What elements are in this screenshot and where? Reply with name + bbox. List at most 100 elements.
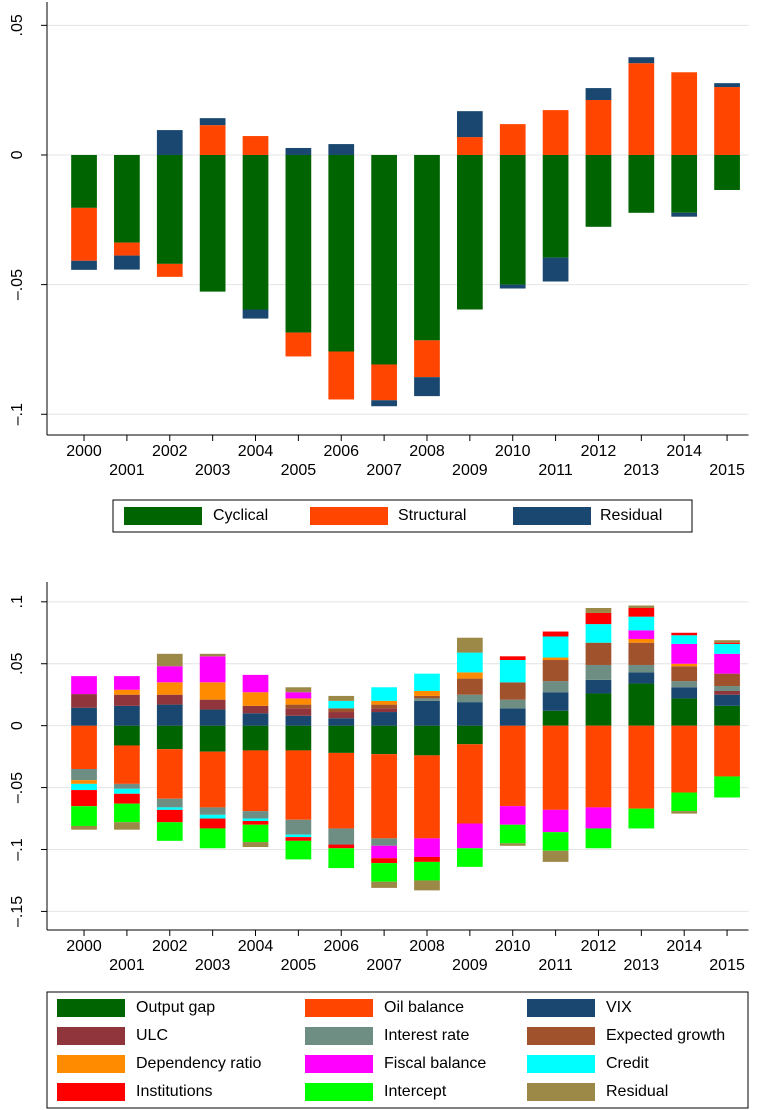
legend-label: Interest rate: [384, 1027, 469, 1044]
bar-segment: [199, 751, 226, 808]
bar-segment: [156, 694, 183, 705]
bar-segment: [542, 725, 569, 810]
legend-swatch: [124, 507, 202, 525]
x-tick-label: 2012: [581, 938, 617, 955]
bar-segment: [714, 154, 740, 190]
bar-segment: [456, 744, 483, 824]
legend-swatch: [305, 1083, 373, 1101]
bar-segment: [585, 828, 612, 849]
bar-segment: [371, 845, 397, 859]
bar-segment: [499, 843, 526, 846]
bar-segment: [414, 700, 440, 726]
bar-segment: [71, 769, 97, 781]
bar-segment: [285, 819, 312, 835]
legend-swatch: [305, 999, 373, 1017]
bar-segment: [242, 713, 269, 726]
bar-segment: [456, 672, 483, 679]
bar-segment: [114, 788, 140, 794]
bar-segment: [371, 881, 397, 888]
bar-segment: [114, 793, 140, 804]
x-tick-label: 2010: [495, 443, 531, 460]
bar-segment: [328, 351, 355, 400]
bar-segment: [328, 695, 355, 701]
bar-segment: [414, 698, 440, 701]
bar-segment: [371, 712, 397, 726]
x-tick-label: 2001: [109, 462, 145, 479]
bar-segment: [285, 147, 312, 155]
bar-segment: [456, 702, 483, 726]
bar-segment: [585, 679, 612, 694]
bar-segment: [414, 755, 440, 839]
x-tick-label: 2001: [109, 957, 145, 974]
bar-segment: [156, 725, 183, 750]
legend-swatch: [310, 507, 388, 525]
bar-segment: [199, 125, 226, 155]
y-tick-label: .05: [9, 653, 26, 675]
bar-segment: [542, 657, 569, 661]
x-tick-label: 2002: [152, 443, 188, 460]
bar-segment: [242, 824, 269, 843]
bar-segment: [714, 643, 740, 654]
bar-segment: [156, 798, 183, 808]
legend-swatch: [305, 1055, 373, 1073]
bar-segment: [114, 745, 140, 784]
bar-segment: [71, 790, 97, 807]
bar-segment: [542, 660, 569, 682]
bar-segment: [414, 880, 440, 891]
x-tick-label: 2003: [195, 957, 231, 974]
bar-segment: [456, 848, 483, 867]
bar-segment: [671, 666, 698, 682]
bar-segment: [542, 809, 569, 833]
bar-segment: [714, 640, 740, 643]
legend-swatch: [305, 1027, 373, 1045]
legend-label: Structural: [398, 507, 466, 524]
bar-segment: [371, 364, 397, 401]
bar-segment: [628, 725, 655, 809]
bar-segment: [328, 725, 355, 753]
bar-segment: [671, 72, 698, 155]
x-tick-label: 2007: [366, 957, 402, 974]
bar-segment: [628, 683, 655, 726]
bar-segment: [414, 690, 440, 696]
bar-segment: [285, 750, 312, 820]
bar-segment: [542, 110, 569, 155]
bar-segment: [499, 725, 526, 807]
bar-segment: [199, 154, 226, 292]
x-tick-label: 2008: [409, 443, 445, 460]
legend-label: Intercept: [384, 1083, 447, 1100]
bar-segment: [114, 725, 140, 746]
bar-segment: [585, 608, 612, 613]
bar-segment: [456, 678, 483, 695]
bar-segment: [628, 605, 655, 609]
bar-segment: [671, 212, 698, 217]
bar-segment: [542, 710, 569, 726]
legend-box: [112, 499, 693, 533]
legend-swatch: [57, 999, 125, 1017]
bar-segment: [414, 856, 440, 862]
x-tick-label: 2006: [323, 938, 359, 955]
bar-segment: [499, 699, 526, 709]
bar-segment: [585, 154, 612, 227]
bar-segment: [199, 699, 226, 710]
bar-segment: [371, 838, 397, 846]
bar-segment: [371, 687, 397, 701]
x-tick-label: 2009: [452, 957, 488, 974]
bar-segment: [542, 681, 569, 693]
bar-segment: [585, 642, 612, 665]
bar-segment: [285, 687, 312, 693]
bar-segment: [371, 400, 397, 407]
legend-swatch: [57, 1055, 125, 1073]
x-tick-label: 2007: [366, 462, 402, 479]
x-tick-label: 2015: [709, 957, 745, 974]
bar-segment: [242, 309, 269, 319]
x-tick-label: 2014: [666, 938, 702, 955]
x-tick-label: 2003: [195, 462, 231, 479]
x-tick-label: 2005: [281, 462, 317, 479]
bar-segment: [542, 832, 569, 851]
bar-segment: [414, 695, 440, 699]
bar-segment: [71, 806, 97, 826]
bar-segment: [114, 676, 140, 690]
bar-segment: [242, 725, 269, 751]
